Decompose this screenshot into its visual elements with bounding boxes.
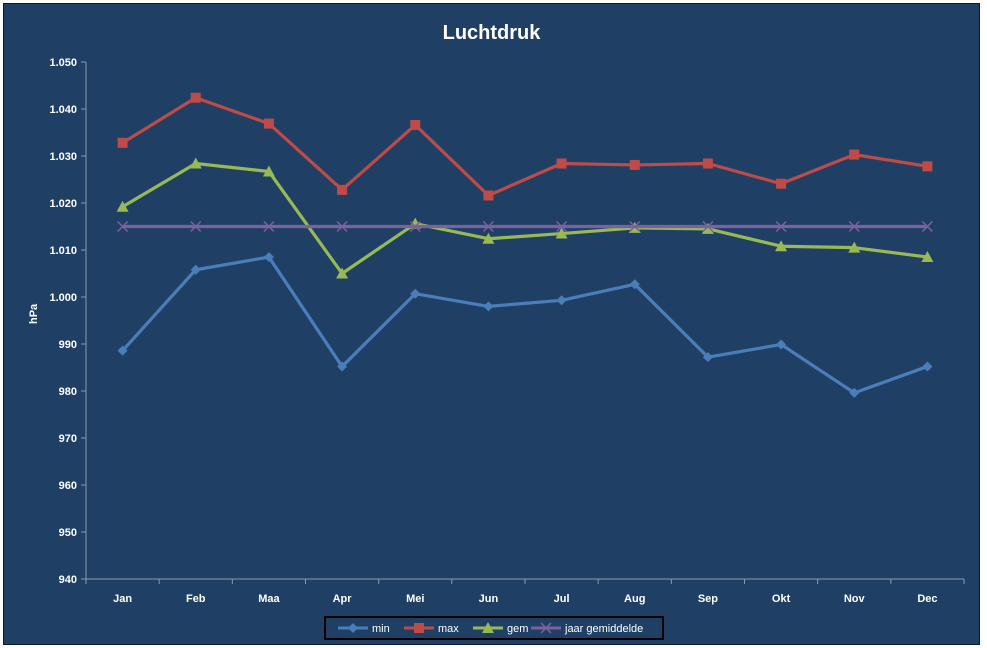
y-tick-label: 980 — [59, 386, 77, 398]
x-tick-label: Mei — [406, 593, 424, 605]
data-point-jaar-gemiddelde — [263, 220, 275, 233]
chart-frame: Luchtdruk hPa 940 950 960 970 980 990 1.000 1.0… — [3, 3, 980, 645]
x-tick-label: Sep — [698, 593, 718, 605]
data-point-min — [776, 339, 787, 350]
data-point-min — [117, 345, 128, 356]
data-point-gem — [482, 232, 495, 244]
data-point-max — [922, 161, 933, 172]
x-tick-label: Jun — [479, 593, 499, 605]
data-point-min — [629, 279, 640, 290]
data-point-max — [776, 178, 787, 189]
data-point-gem — [555, 227, 568, 239]
legend-marker-gem — [482, 622, 494, 633]
y-tick-label: 960 — [59, 480, 77, 492]
data-point-max — [702, 158, 713, 169]
y-tick-label: 1.020 — [49, 198, 77, 210]
data-point-max — [337, 184, 348, 195]
x-tick-label: Dec — [917, 593, 937, 605]
y-tick-label: 990 — [59, 339, 77, 351]
y-tick-label: 950 — [59, 527, 77, 539]
x-tick-label: Maa — [258, 593, 280, 605]
y-tick-label: 1.000 — [49, 292, 77, 304]
legend-label-gem: gem — [507, 623, 528, 635]
data-point-max — [117, 137, 128, 148]
series-line-min — [121, 255, 928, 395]
data-point-max — [629, 159, 640, 170]
x-tick-label: Jan — [113, 593, 132, 605]
data-point-gem — [336, 267, 349, 279]
data-point-gem — [701, 222, 714, 234]
y-tick-label: 940 — [59, 574, 77, 586]
data-point-jaar-gemiddelde — [556, 220, 568, 233]
data-point-gem — [921, 251, 934, 263]
x-tick-label: Jul — [554, 593, 570, 605]
series-line-max — [121, 96, 928, 198]
data-point-min — [337, 361, 348, 372]
legend-marker-max — [414, 623, 424, 633]
data-point-min — [190, 264, 201, 275]
data-point-gem — [189, 157, 202, 169]
data-point-jaar-gemiddelde — [848, 220, 860, 233]
legend-marker-jaar-gemiddelde — [540, 622, 552, 634]
legend: min max gem jaar gemiddelde — [324, 616, 664, 640]
x-tick-label: Aug — [624, 593, 645, 605]
data-point-min — [702, 352, 713, 363]
data-point-max — [849, 149, 860, 160]
data-point-gem — [775, 240, 788, 252]
data-point-min — [483, 301, 494, 312]
y-tick-label: 1.050 — [49, 57, 77, 69]
data-point-jaar-gemiddelde — [775, 220, 787, 233]
data-point-jaar-gemiddelde — [409, 220, 421, 233]
x-tick-label: Apr — [333, 593, 353, 605]
legend-label-max: max — [438, 623, 459, 635]
y-tick-label: 1.010 — [49, 245, 77, 257]
data-point-max — [483, 190, 494, 201]
data-point-min — [849, 387, 860, 398]
y-tick-label: 970 — [59, 433, 77, 445]
data-point-min — [263, 252, 274, 263]
data-point-jaar-gemiddelde — [117, 220, 129, 233]
data-point-jaar-gemiddelde — [702, 220, 714, 233]
data-point-gem — [262, 165, 275, 177]
x-tick-label: Nov — [844, 593, 866, 605]
y-tick-label: 1.030 — [49, 151, 77, 163]
data-point-min — [922, 361, 933, 372]
x-tick-label: Okt — [772, 593, 791, 605]
x-tick-label: Feb — [186, 593, 206, 605]
data-point-jaar-gemiddelde — [336, 220, 348, 233]
series-line-gem — [121, 161, 928, 276]
data-point-max — [263, 118, 274, 129]
data-point-jaar-gemiddelde — [921, 220, 933, 233]
data-point-max — [190, 92, 201, 103]
data-point-max — [410, 119, 421, 130]
data-point-min — [556, 295, 567, 306]
data-point-gem — [848, 241, 861, 253]
legend-label-min: min — [372, 623, 390, 635]
data-point-max — [556, 158, 567, 169]
chart-title: Luchtdruk — [442, 22, 541, 44]
legend-label-jaar-gemiddelde: jaar gemiddelde — [564, 623, 643, 635]
y-tick-label: 1.040 — [49, 104, 77, 116]
data-point-jaar-gemiddelde — [629, 220, 641, 233]
data-point-jaar-gemiddelde — [190, 220, 202, 233]
data-point-min — [410, 288, 421, 299]
data-point-gem — [116, 200, 129, 212]
data-point-jaar-gemiddelde — [482, 220, 494, 233]
plot-area: 940 950 960 970 980 990 1.000 1.010 1.020 1.030 1.… — [49, 57, 965, 605]
legend-marker-min — [348, 623, 358, 633]
